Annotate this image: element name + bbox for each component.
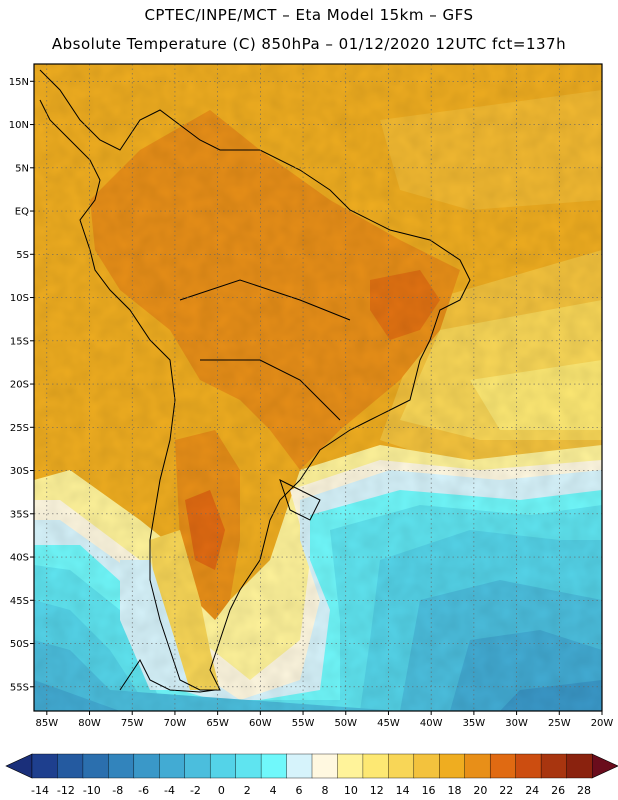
map-frame bbox=[33, 63, 603, 712]
colorbar-swatch bbox=[57, 753, 84, 779]
colorbar-label: 14 bbox=[396, 784, 410, 797]
colorbar-swatch bbox=[159, 753, 186, 779]
colorbar-swatch bbox=[311, 753, 338, 779]
lat-tick-label: 30S bbox=[10, 466, 29, 477]
lon-tick-label: 20W bbox=[591, 718, 614, 729]
colorbar-swatch bbox=[566, 753, 593, 779]
lat-tick-label: 45S bbox=[10, 596, 29, 607]
colorbar-right-arrow bbox=[591, 753, 618, 779]
colorbar-label: 6 bbox=[296, 784, 303, 797]
temperature-field bbox=[34, 64, 602, 711]
lon-tick-label: 70W bbox=[164, 718, 187, 729]
colorbar-label: -8 bbox=[112, 784, 123, 797]
colorbar-swatch bbox=[362, 753, 389, 779]
lat-tick-label: 40S bbox=[10, 553, 29, 564]
colorbar-swatch bbox=[413, 753, 440, 779]
colorbar-label: 24 bbox=[525, 784, 539, 797]
lat-tick-label: 15S bbox=[10, 336, 29, 347]
colorbar-label: 8 bbox=[321, 784, 328, 797]
lon-tick-label: 30W bbox=[505, 718, 528, 729]
colorbar-swatch bbox=[286, 753, 313, 779]
colorbar-swatch bbox=[515, 753, 542, 779]
lat-tick-label: 5S bbox=[16, 250, 29, 261]
colorbar-swatch bbox=[489, 753, 517, 779]
colorbar-swatch bbox=[540, 753, 568, 779]
colorbar-swatch bbox=[184, 753, 211, 779]
colorbar-label: 28 bbox=[577, 784, 591, 797]
colorbar-label: -6 bbox=[138, 784, 149, 797]
lon-tick-label: 60W bbox=[249, 718, 272, 729]
colorbar-label: 12 bbox=[370, 784, 384, 797]
lat-tick-label: 35S bbox=[10, 509, 29, 520]
colorbar-label: 2 bbox=[244, 784, 251, 797]
lon-tick-label: 45W bbox=[377, 718, 400, 729]
chart-subtitle: Absolute Temperature (C) 850hPa – 01/12/… bbox=[51, 35, 567, 53]
coastline bbox=[39, 69, 471, 693]
colorbar-label: -4 bbox=[164, 784, 175, 797]
lon-tick-label: 50W bbox=[334, 718, 357, 729]
lon-tick-label: 65W bbox=[206, 718, 229, 729]
lat-tick-label: 20S bbox=[10, 380, 29, 391]
grid bbox=[34, 64, 603, 711]
colorbar-label: -12 bbox=[57, 784, 75, 797]
colorbar-label: 20 bbox=[473, 784, 487, 797]
colorbar-label: 18 bbox=[447, 784, 461, 797]
colorbar-swatch bbox=[108, 753, 135, 779]
colorbar-swatch bbox=[209, 753, 237, 779]
colorbar-label: 26 bbox=[551, 784, 565, 797]
lat-tick-label: 5N bbox=[15, 163, 29, 174]
lat-tick-label: 25S bbox=[10, 423, 29, 434]
lon-tick-label: 85W bbox=[35, 718, 58, 729]
colorbar-label: -10 bbox=[83, 784, 101, 797]
lat-tick-label: 50S bbox=[10, 639, 29, 650]
colorbar-swatch bbox=[235, 753, 262, 779]
colorbar-label: 10 bbox=[344, 784, 358, 797]
colorbar-swatch bbox=[337, 753, 364, 779]
chart-title: CPTEC/INPE/MCT – Eta Model 15km – GFS bbox=[144, 6, 474, 24]
colorbar-swatch bbox=[82, 753, 109, 779]
colorbar-swatch bbox=[133, 753, 160, 779]
colorbar-label: -14 bbox=[31, 784, 49, 797]
colorbar-left-arrow bbox=[5, 753, 33, 779]
lon-tick-label: 75W bbox=[121, 718, 144, 729]
colorbar-swatch bbox=[31, 753, 58, 779]
colorbar-label: 0 bbox=[218, 784, 225, 797]
lat-tick-label: 55S bbox=[10, 682, 29, 693]
lat-tick-label: 15N bbox=[9, 77, 29, 88]
lon-tick-label: 55W bbox=[292, 718, 315, 729]
lat-tick-label: EQ bbox=[15, 207, 29, 218]
longitude-axis: 85W 80W 75W 70W 65W 60W 55W 50W 45W 40W 35W 30W 25W 2… bbox=[35, 711, 613, 729]
colorbar-label: 4 bbox=[270, 784, 277, 797]
lon-tick-label: 25W bbox=[548, 718, 571, 729]
colorbar-label: -2 bbox=[190, 784, 201, 797]
lon-tick-label: 35W bbox=[463, 718, 486, 729]
colorbar-swatch bbox=[260, 753, 288, 779]
colorbar-label: 22 bbox=[499, 784, 513, 797]
lon-tick-label: 80W bbox=[78, 718, 101, 729]
latitude-axis: 15N 10N 5N EQ 5S 10S 15S 20S 25S 30S 35S 40S 45S 50S 5… bbox=[9, 77, 34, 693]
lon-tick-label: 40W bbox=[420, 718, 443, 729]
colorbar-swatch bbox=[388, 753, 415, 779]
colorbar: -14 -12 -10 -8 -6 -4 -2 0 2 4 6 8 10 12 14 16 18 20 22 24 26… bbox=[5, 753, 618, 797]
colorbar-swatch bbox=[464, 753, 491, 779]
lat-tick-label: 10S bbox=[10, 293, 29, 304]
colorbar-label: 16 bbox=[422, 784, 436, 797]
lat-tick-label: 10N bbox=[9, 120, 29, 131]
colorbar-swatch bbox=[439, 753, 466, 779]
